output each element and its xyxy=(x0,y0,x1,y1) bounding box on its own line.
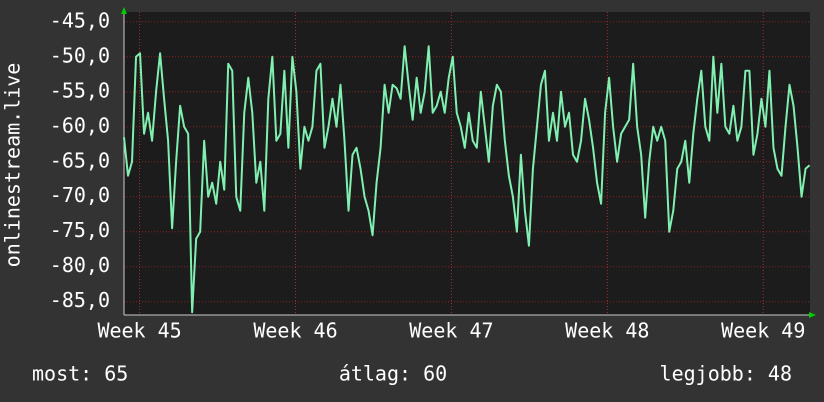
data-line xyxy=(123,45,811,314)
x-tick-label: Week 45 xyxy=(97,319,181,343)
footer-current: most: 65 xyxy=(32,362,128,386)
y-axis-arrow xyxy=(121,7,127,14)
y-tick-label: -85,0 xyxy=(50,288,110,312)
y-tick-label: -55,0 xyxy=(50,78,110,102)
y-tick-label: -70,0 xyxy=(50,183,110,207)
footer-best: legjobb: 48 xyxy=(660,362,792,386)
y-tick-label: -60,0 xyxy=(50,113,110,137)
x-tick-label: Week 48 xyxy=(565,319,649,343)
y-axis-label: onlinestream.live xyxy=(1,63,25,268)
plot-area xyxy=(124,12,810,315)
y-tick-label: -80,0 xyxy=(50,253,110,277)
y-tick-label: -65,0 xyxy=(50,148,110,172)
x-axis-arrow xyxy=(809,312,816,318)
y-tick-label: -45,0 xyxy=(50,8,110,32)
x-tick-label: Week 46 xyxy=(253,319,337,343)
y-tick-label: -50,0 xyxy=(50,43,110,67)
y-tick-label: -75,0 xyxy=(50,218,110,242)
x-tick-label: Week 47 xyxy=(409,319,493,343)
footer-average: átlag: 60 xyxy=(339,362,447,386)
x-tick-label: Week 49 xyxy=(721,319,805,343)
